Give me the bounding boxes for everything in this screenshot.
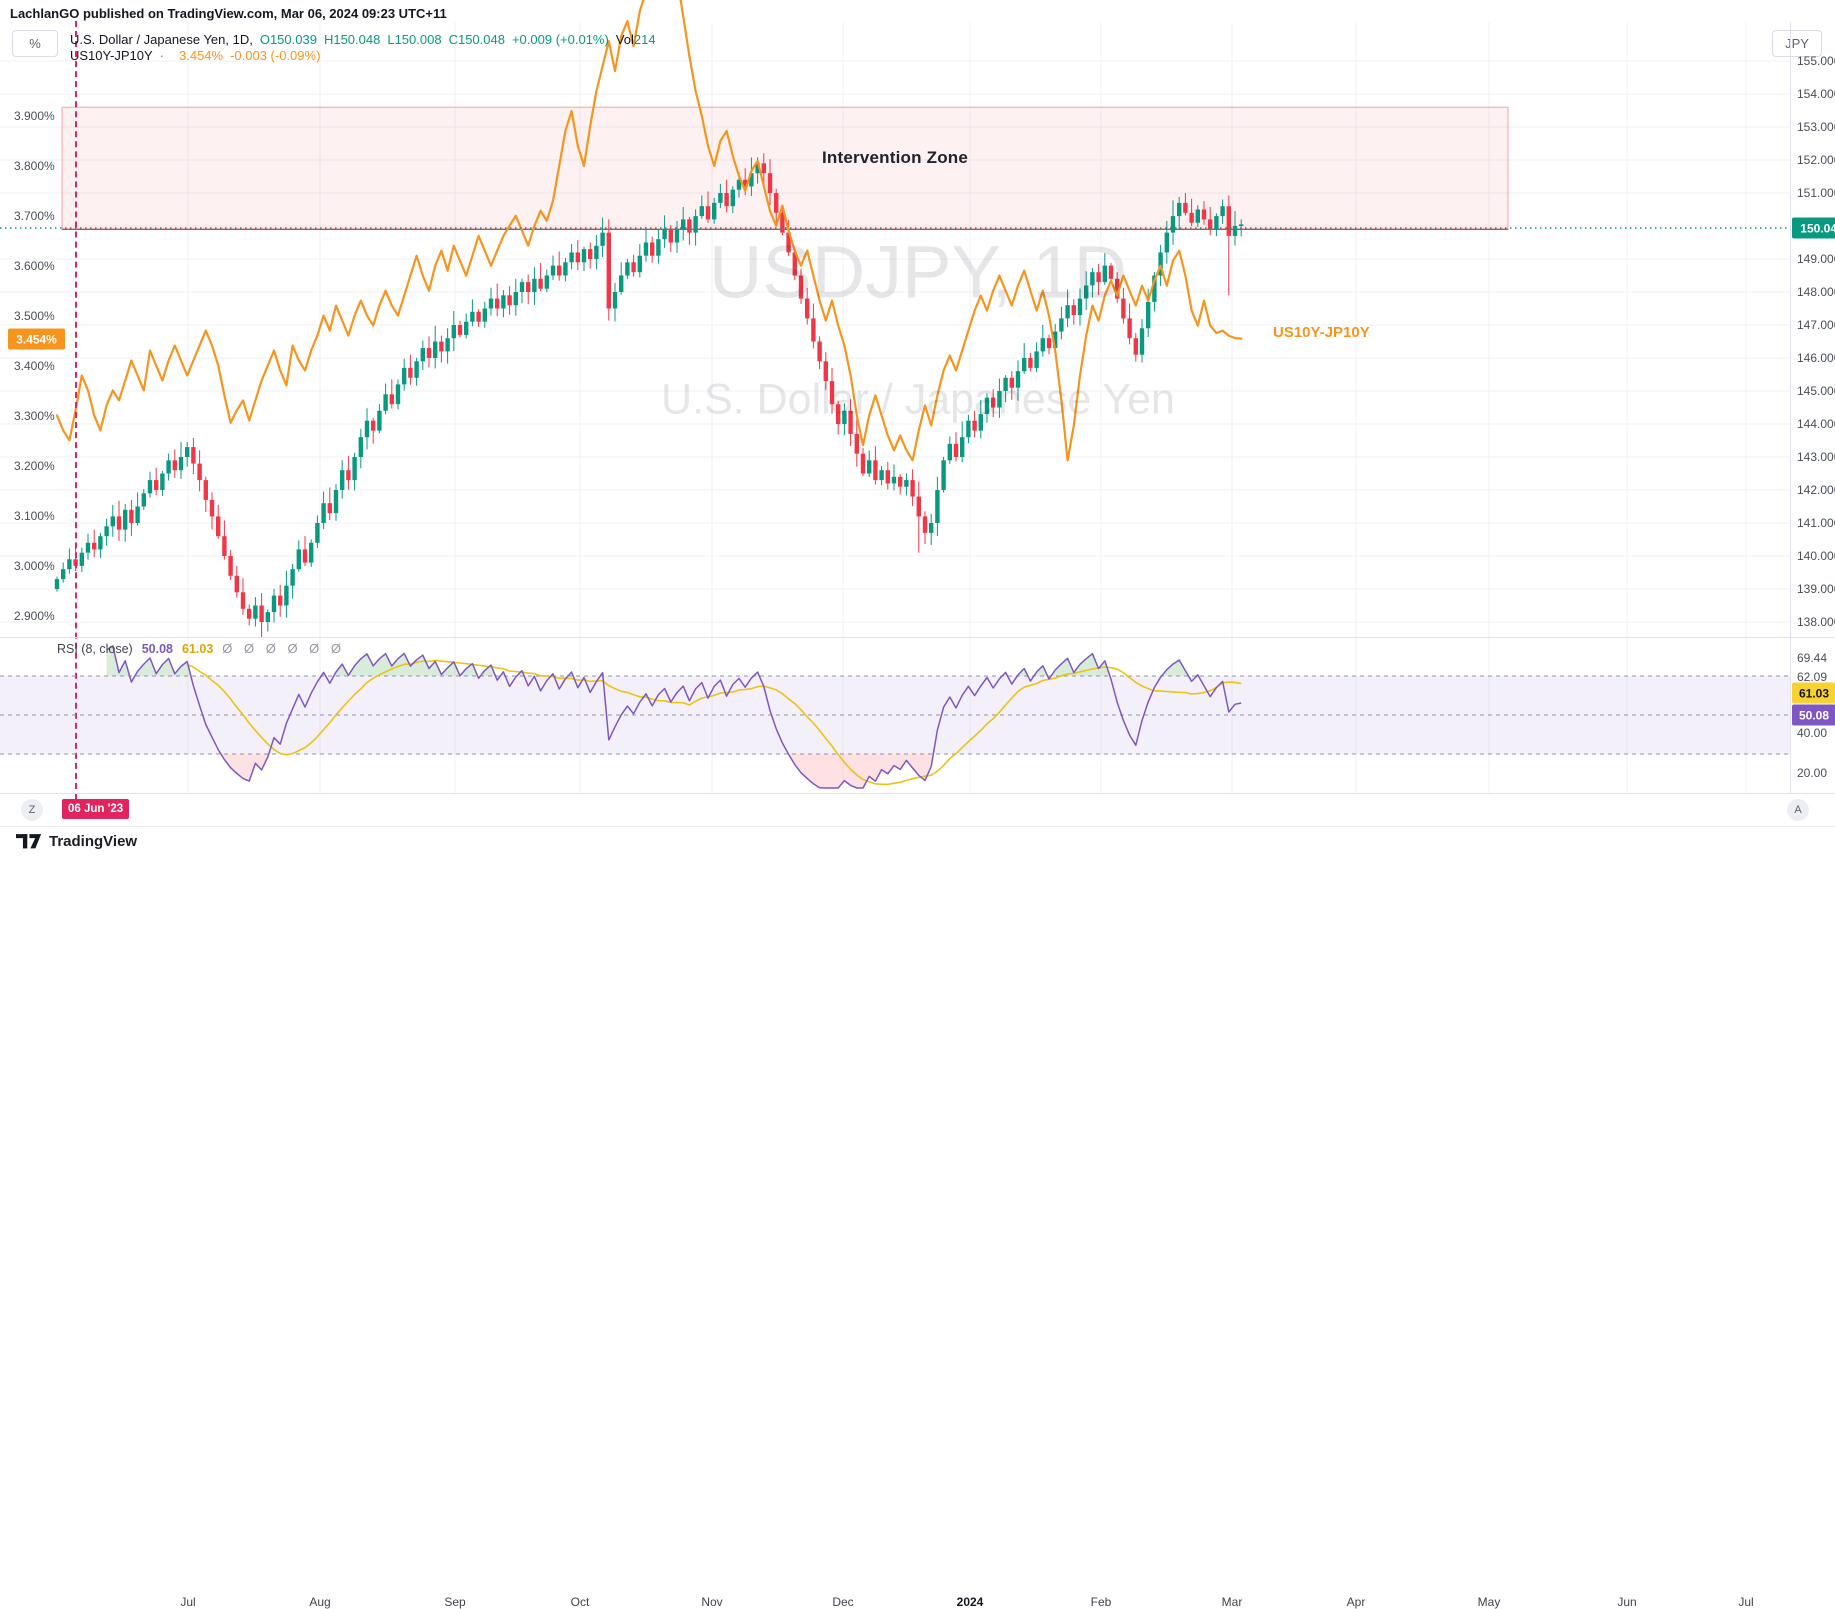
spread-value: 3.454%	[178, 48, 224, 63]
publish-note: LachlanGO published on TradingView.com, …	[10, 6, 447, 21]
right-axis-tick: 142.000	[1797, 483, 1835, 497]
right-axis-tick: 139.000	[1797, 582, 1835, 596]
right-axis-tick: 141.000	[1797, 516, 1835, 530]
symbol-title: U.S. Dollar / Japanese Yen, 1D,	[70, 32, 253, 47]
right-axis-tick: 153.000	[1797, 120, 1835, 134]
left-scale-unit-button[interactable]: %	[12, 30, 58, 57]
rsi-title: RSI (8, close)	[57, 642, 133, 656]
spread-series-label: US10Y-JP10Y	[1273, 324, 1370, 341]
right-axis-tick: 145.000	[1797, 384, 1835, 398]
tradingview-wordmark: TradingView	[49, 833, 138, 850]
right-axis-tick: 148.000	[1797, 285, 1835, 299]
spread-dot: ·	[159, 48, 164, 63]
right-axis-tick: 146.000	[1797, 351, 1835, 365]
right-axis-tick: 155.000	[1797, 54, 1835, 68]
left-axis-tick: 3.400%	[14, 359, 55, 373]
main-chart-pane[interactable]	[0, 0, 1835, 638]
right-axis-tick: 152.000	[1797, 153, 1835, 167]
intervention-zone-label: Intervention Zone	[822, 148, 969, 167]
zoom-reset-button[interactable]: Z	[21, 799, 43, 821]
left-axis-tick: 3.700%	[14, 209, 55, 223]
auto-fit-button[interactable]: A	[1787, 799, 1809, 821]
time-axis-label: 2024	[956, 1595, 984, 1609]
right-price-scale[interactable]: 155.000 154.000 153.000 152.000 151.000 149.0…	[1790, 0, 1835, 793]
time-axis-label: Oct	[570, 1595, 590, 1609]
event-date-vline[interactable]	[75, 21, 77, 799]
rsi-ma-badge: 61.03	[1792, 682, 1835, 704]
left-axis-tick: 3.600%	[14, 259, 55, 273]
right-axis-tick: 143.000	[1797, 450, 1835, 464]
time-axis-label: Feb	[1090, 1595, 1112, 1609]
right-axis-tick: 144.000	[1797, 417, 1835, 431]
right-axis-tick: 140.000	[1797, 549, 1835, 563]
right-axis-tick: 147.000	[1797, 318, 1835, 332]
left-axis-tick: 3.100%	[14, 509, 55, 523]
rsi-pane[interactable]	[0, 638, 1835, 793]
time-axis-label: Apr	[1346, 1595, 1366, 1609]
time-axis-label: Jul	[1738, 1595, 1754, 1609]
last-price-badge: 150.048	[1792, 217, 1835, 239]
rsi-legend: RSI (8, close) 50.08 61.03 Ø Ø Ø Ø Ø Ø	[57, 641, 345, 656]
spread-value-badge: 3.454%	[8, 328, 65, 350]
time-scale-border	[0, 793, 1835, 794]
rsi-axis-tick: 62.09	[1797, 670, 1828, 684]
event-date-badge: 06 Jun '23	[62, 799, 130, 819]
rsi-value: 50.08	[141, 642, 173, 656]
watermark-symbol: USDJPY, 1D	[708, 230, 1128, 314]
ohlc-change: +0.009 (+0.01%)	[511, 32, 609, 47]
left-price-scale[interactable]: 3.900% 3.800% 3.700% 3.600% 3.500% 3.400% 3.30…	[0, 0, 70, 638]
time-axis-label: Jul	[180, 1595, 196, 1609]
left-axis-tick: 3.000%	[14, 559, 55, 573]
time-axis-label: Dec	[832, 1595, 854, 1609]
time-scale[interactable]: Jul Aug Sep Oct Nov Dec 2024 Feb Mar Apr May Jun Jul	[0, 793, 1835, 1609]
time-axis-label: Mar	[1221, 1595, 1243, 1609]
left-axis-tick: 2.900%	[14, 609, 55, 623]
right-scale-border	[1790, 22, 1791, 793]
time-axis-label: Jun	[1617, 1595, 1637, 1609]
pane-divider[interactable]	[0, 637, 1835, 638]
tradingview-logo-icon	[16, 834, 42, 849]
rsi-hidden-values-icons: Ø Ø Ø Ø Ø Ø	[222, 641, 346, 656]
right-axis-tick: 138.000	[1797, 615, 1835, 629]
rsi-ma-value: 61.03	[182, 642, 214, 656]
ohlc-open: O150.039	[259, 32, 317, 47]
rsi-axis-tick: 69.44	[1797, 651, 1828, 665]
time-axis-label: Aug	[309, 1595, 331, 1609]
right-scale-unit-button[interactable]: JPY	[1772, 30, 1822, 57]
spread-legend: US10Y-JP10Y · 3.454% -0.003 (-0.09%)	[70, 48, 320, 63]
rsi-axis-tick: 40.00	[1797, 726, 1828, 740]
tradingview-footer[interactable]: TradingView	[16, 833, 137, 850]
ohlc-high: H150.048	[323, 32, 381, 47]
watermark-name: U.S. Dollar / Japanese Yen	[661, 375, 1175, 424]
footer-divider	[0, 826, 1835, 827]
time-axis-label: May	[1477, 1595, 1501, 1609]
ohlc-close: C150.048	[448, 32, 505, 47]
left-axis-tick: 3.900%	[14, 109, 55, 123]
rsi-axis-tick: 20.00	[1797, 766, 1828, 780]
time-axis-label: Sep	[444, 1595, 466, 1609]
left-axis-tick: 3.500%	[14, 309, 55, 323]
right-axis-tick: 151.000	[1797, 186, 1835, 200]
symbol-legend: U.S. Dollar / Japanese Yen, 1D, O150.039…	[70, 32, 656, 47]
spread-change: -0.003 (-0.09%)	[230, 48, 321, 63]
right-axis-tick: 154.000	[1797, 87, 1835, 101]
left-axis-tick: 3.300%	[14, 409, 55, 423]
left-axis-tick: 3.800%	[14, 159, 55, 173]
volume: Vol214	[615, 32, 656, 47]
rsi-value-badge: 50.08	[1792, 704, 1835, 726]
left-axis-tick: 3.200%	[14, 459, 55, 473]
ohlc-low: L150.008	[387, 32, 442, 47]
spread-title: US10Y-JP10Y	[70, 48, 153, 63]
time-axis-label: Nov	[701, 1595, 723, 1609]
right-axis-tick: 149.000	[1797, 252, 1835, 266]
